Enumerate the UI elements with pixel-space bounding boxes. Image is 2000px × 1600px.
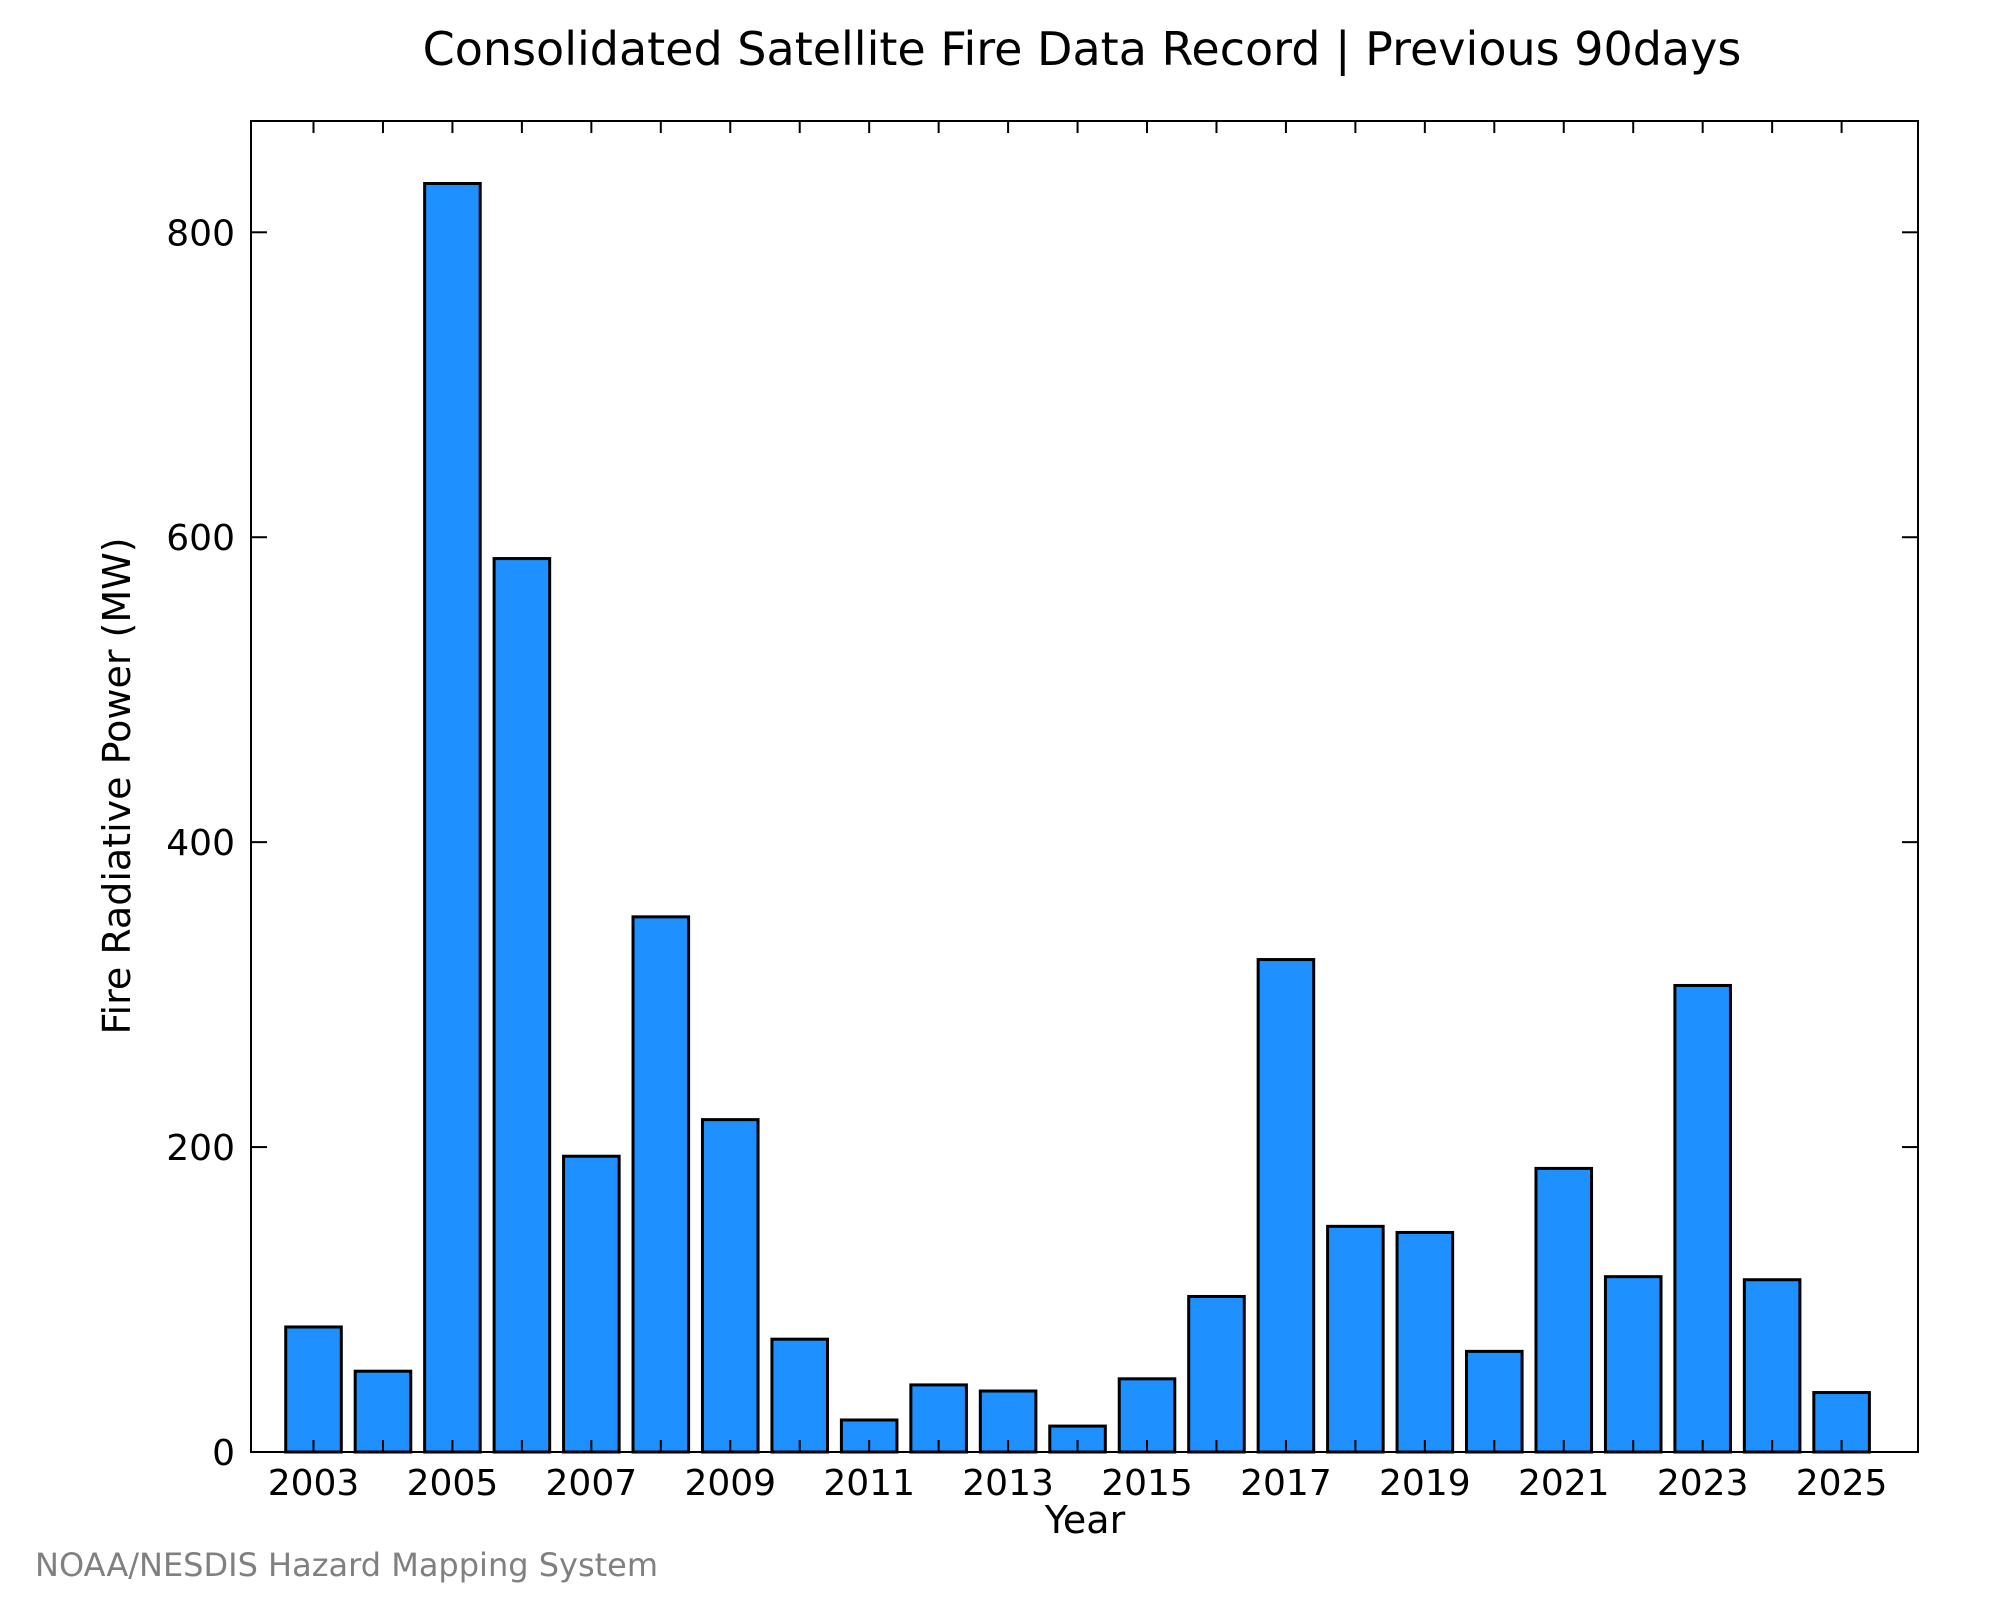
x-tick-label: 2025 <box>1796 1463 1888 1504</box>
bar-2009 <box>700 1118 760 1454</box>
chart-title: Consolidated Satellite Fire Data Record … <box>423 22 1742 77</box>
x-tick-label: 2011 <box>823 1463 915 1504</box>
x-axis-label: Year <box>1044 1498 1126 1542</box>
bar-2006 <box>492 557 552 1454</box>
bar-2005 <box>423 182 482 1454</box>
x-tick-label: 2005 <box>407 1463 499 1504</box>
y-tick-label: 400 <box>166 823 235 864</box>
bar-2020 <box>1465 1349 1524 1454</box>
x-tick-label: 2021 <box>1518 1463 1610 1504</box>
plot-frame <box>250 120 1919 1453</box>
bar-2007 <box>562 1154 621 1454</box>
bar-2023 <box>1673 983 1732 1454</box>
y-tick-label: 800 <box>166 213 235 254</box>
y-tick-label: 0 <box>212 1433 235 1474</box>
x-tick-label: 2009 <box>684 1463 776 1504</box>
bar-2016 <box>1187 1294 1246 1454</box>
bar-2010 <box>770 1337 830 1454</box>
y-axis-ticks: 0 200 400 600 800 <box>166 213 1918 1474</box>
x-tick-label: 2007 <box>546 1463 638 1504</box>
bar-2024 <box>1742 1278 1802 1454</box>
x-tick-label: 2023 <box>1657 1463 1749 1504</box>
bar-2018 <box>1326 1224 1385 1454</box>
x-tick-label: 2017 <box>1240 1463 1332 1504</box>
y-tick-label: 600 <box>166 518 235 559</box>
bar-2019 <box>1395 1230 1455 1454</box>
x-tick-label: 2003 <box>268 1463 360 1504</box>
bar-2021 <box>1534 1166 1594 1454</box>
x-axis-ticks: 2003 2005 2007 2009 2011 2013 2015 2017 2019 2021… <box>268 121 1888 1504</box>
x-tick-label: 2013 <box>962 1463 1054 1504</box>
bars <box>284 182 1871 1454</box>
y-tick-label: 200 <box>166 1128 235 1169</box>
bar-2008 <box>631 915 691 1454</box>
x-tick-label: 2015 <box>1101 1463 1193 1504</box>
bar-2022 <box>1603 1275 1663 1454</box>
bar-2004 <box>353 1369 413 1454</box>
bar-2017 <box>1256 958 1316 1454</box>
bar-2003 <box>284 1325 343 1454</box>
credit-text: NOAA/NESDIS Hazard Mapping System <box>35 1546 658 1584</box>
y-axis-label: Fire Radiative Power (MW) <box>95 537 139 1034</box>
x-tick-label: 2019 <box>1379 1463 1471 1504</box>
